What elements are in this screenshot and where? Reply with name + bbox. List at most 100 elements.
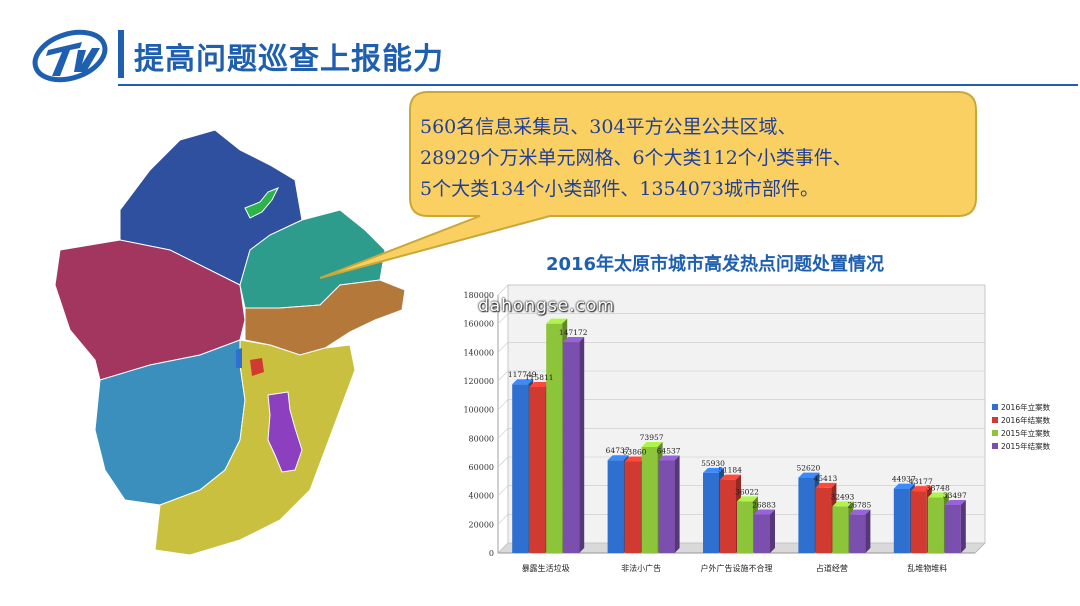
callout-line: 560名信息采集员、304平方公里公共区域、	[420, 116, 797, 138]
bar-front	[563, 342, 580, 553]
data-label: 117749	[508, 370, 537, 379]
bar-top	[944, 499, 966, 505]
gridline-depth	[497, 313, 509, 324]
data-label: 43177	[909, 477, 933, 486]
data-label: 147172	[559, 328, 588, 337]
data-label: 45413	[813, 474, 837, 483]
map-region-small-blue	[236, 348, 242, 368]
bar-front	[529, 387, 546, 553]
callout-line: 5个大类134个小类部件、1354073城市部件。	[420, 178, 819, 200]
map-region-south	[154, 339, 356, 556]
bar-side	[674, 455, 680, 553]
bar-front	[737, 501, 753, 553]
bar-top	[832, 501, 854, 507]
y-tick-label: 180000	[463, 291, 494, 300]
bar-top	[563, 337, 585, 343]
y-tick-label: 100000	[463, 406, 494, 415]
bar-top	[849, 509, 871, 515]
bar-top	[910, 486, 932, 492]
bar-front	[641, 446, 658, 553]
category-label: 占道经营	[816, 563, 848, 573]
data-label: 32493	[830, 492, 854, 501]
bar-front	[849, 514, 866, 553]
bar-front	[658, 460, 675, 553]
map-region-center	[267, 391, 303, 473]
bar-top	[624, 456, 646, 462]
data-label: 55930	[701, 459, 725, 468]
gridline-depth	[497, 428, 509, 439]
y-tick-label: 140000	[463, 348, 494, 357]
data-label: 44937	[892, 475, 916, 484]
bar-front	[624, 461, 641, 553]
bar-top	[737, 496, 758, 502]
y-tick-label: 0	[489, 549, 494, 558]
legend-swatch	[992, 417, 998, 423]
bar-front	[512, 384, 529, 553]
gridline-depth	[497, 514, 509, 525]
bar-front	[754, 514, 770, 553]
legend-label: 2015年结案数	[1001, 441, 1051, 451]
data-label: 26785	[847, 501, 871, 510]
data-label: 33497	[943, 491, 967, 500]
title-accent-bar	[118, 30, 124, 78]
legend-label: 2016年结案数	[1001, 415, 1051, 425]
gridline-depth	[497, 284, 509, 296]
data-label: 52620	[796, 464, 820, 473]
city-district-map	[54, 129, 406, 556]
callout-text: 560名信息采集员、304平方公里公共区域、 28929个万米单元网格、6个大类…	[420, 112, 960, 205]
gridline-depth	[497, 370, 509, 382]
legend-label: 2015年立案数	[1001, 428, 1051, 438]
bar-front	[815, 487, 832, 553]
legend-swatch	[992, 404, 998, 410]
title-divider	[118, 84, 1078, 86]
bar-front	[798, 477, 815, 553]
y-tick-label: 40000	[469, 492, 494, 501]
gridline-depth	[497, 342, 509, 353]
data-label: 36022	[735, 487, 759, 496]
bar-top	[798, 472, 820, 478]
bar-top	[607, 455, 629, 461]
data-label: 115811	[525, 373, 554, 382]
bar-side	[865, 509, 871, 553]
bar-top	[529, 382, 551, 388]
bar-top	[720, 474, 741, 480]
data-label: 26883	[752, 500, 776, 509]
bar-front	[927, 497, 944, 553]
bar-front	[546, 323, 563, 553]
map-region-lake	[244, 187, 280, 219]
bar-side	[770, 509, 775, 553]
bar-front	[703, 472, 719, 553]
y-tick-label: 120000	[463, 377, 494, 386]
category-label: 户外广告设施不合理	[701, 563, 773, 573]
data-label: 64537	[657, 446, 681, 455]
y-tick-label: 80000	[469, 434, 494, 443]
legend-label: 2016年立案数	[1001, 402, 1051, 412]
bar-top	[754, 509, 775, 515]
bar-top	[815, 482, 837, 488]
company-logo-icon	[32, 29, 108, 83]
bar-side	[960, 499, 966, 553]
bar-front	[832, 506, 849, 553]
bar-side	[579, 337, 585, 553]
legend-swatch	[992, 430, 998, 436]
bar-front	[720, 479, 736, 553]
data-label: 64737	[606, 446, 630, 455]
bar	[658, 455, 680, 553]
y-tick-label: 20000	[469, 520, 494, 529]
data-label: 63860	[623, 447, 647, 456]
map-region-small-red	[250, 358, 264, 376]
data-label: 38748	[926, 483, 950, 492]
data-label: 73957	[640, 433, 664, 442]
bar-front	[893, 488, 910, 553]
bar	[849, 509, 871, 553]
gridline-depth	[497, 456, 509, 468]
callout-line: 28929个万米单元网格、6个大类112个小类事件、	[420, 147, 852, 169]
bar-top	[641, 441, 663, 447]
data-label: 51184	[718, 466, 742, 475]
bar-top	[658, 455, 680, 461]
gridline-depth	[497, 542, 509, 554]
bar-front	[910, 491, 927, 553]
gridline-depth	[497, 485, 509, 496]
category-label: 暴露生活垃圾	[522, 563, 570, 573]
page-title: 提高问题巡查上报能力	[134, 42, 444, 77]
